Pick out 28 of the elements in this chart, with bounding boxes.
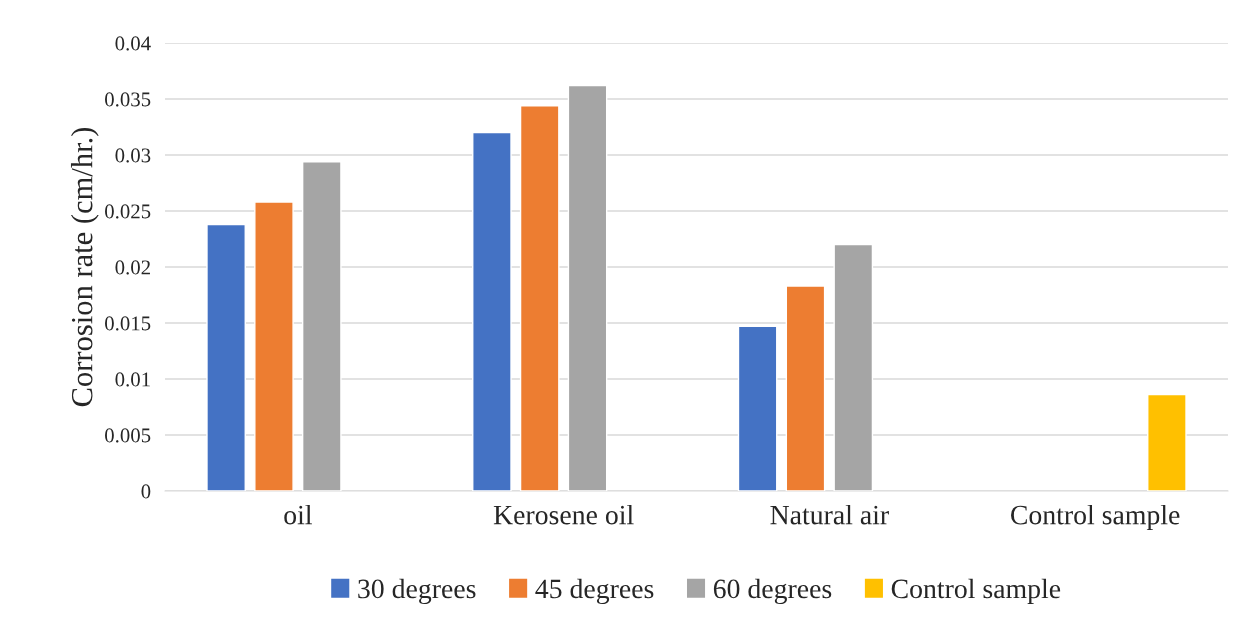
bar <box>472 131 512 491</box>
bar <box>206 223 246 491</box>
bar <box>519 105 560 491</box>
y-tick-label: 0.01 <box>115 372 150 387</box>
legend-label: 60 degrees <box>713 578 832 604</box>
bar <box>1147 393 1187 491</box>
y-tick-label: 0.03 <box>115 148 151 163</box>
x-tick-label: Kerosene oil <box>493 504 634 525</box>
legend-label: Control sample <box>891 578 1061 604</box>
legend-label: 30 degrees <box>358 578 476 604</box>
bar <box>785 285 826 491</box>
y-tick-label: 0.035 <box>105 92 151 107</box>
y-tick-label: 0.02 <box>115 260 150 275</box>
y-axis-title: Corrosion rate (cm/hr.) <box>70 127 99 407</box>
bar <box>737 325 778 491</box>
bar <box>833 243 874 491</box>
y-tick-label: 0.015 <box>105 316 151 331</box>
legend-label: 45 degrees <box>535 578 654 604</box>
y-tick-label: 0.025 <box>105 204 151 219</box>
bar <box>254 201 294 491</box>
x-tick-label: oil <box>284 504 312 525</box>
y-tick-label: 0.005 <box>105 428 151 443</box>
bar <box>301 161 342 491</box>
x-tick-label: Control sample <box>1011 504 1180 531</box>
bar <box>567 84 608 491</box>
y-tick-label: 0 <box>141 484 151 499</box>
x-tick-label: Natural air <box>770 504 889 525</box>
y-tick-label: 0.04 <box>115 36 151 51</box>
